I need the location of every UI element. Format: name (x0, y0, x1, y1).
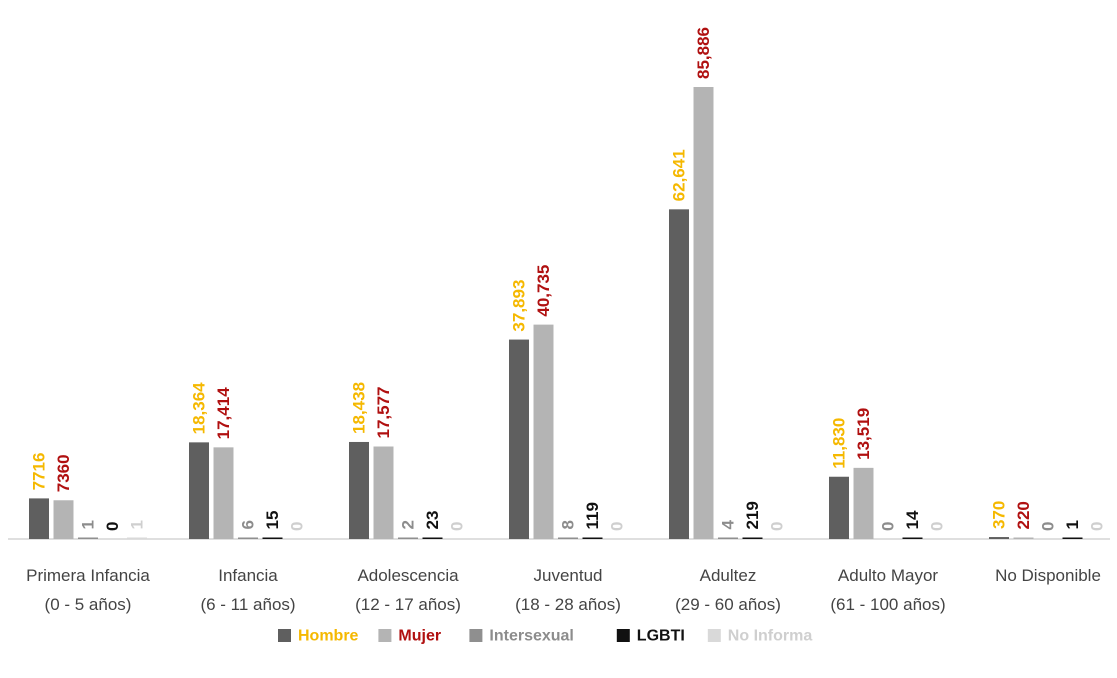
bar-intersexual-0 (78, 537, 98, 539)
value-label: 0 (448, 522, 467, 531)
bar-intersexual-4 (718, 537, 738, 539)
value-label: 0 (1039, 522, 1058, 531)
category-label: (18 - 28 años) (515, 595, 621, 614)
legend-entry: Intersexual (489, 628, 573, 645)
bar-lgbti-5 (902, 537, 923, 539)
bar-hombre-4 (669, 209, 689, 539)
value-label: 8 (559, 520, 578, 529)
bar-lgbti-6 (1062, 537, 1083, 539)
value-label: 7360 (54, 454, 73, 492)
category-label: Infancia (218, 566, 278, 585)
bar-lgbti-4 (742, 537, 763, 539)
value-label: 119 (583, 502, 602, 529)
bar-hombre-5 (829, 476, 849, 539)
legend-entry: Mujer (398, 628, 441, 645)
legend-swatch (469, 629, 483, 642)
category-label: Primera Infancia (26, 566, 150, 585)
value-label: 18,364 (190, 382, 209, 435)
bar-hombre-2 (349, 441, 369, 539)
legend-entry: Hombre (298, 628, 359, 645)
legend-swatch (378, 629, 392, 642)
bar-no-informa-0 (127, 537, 147, 539)
value-label: 0 (928, 522, 947, 531)
value-label: 18,438 (350, 382, 369, 434)
bar-lgbti-2 (422, 537, 443, 539)
value-label: 62,641 (670, 149, 689, 201)
value-label: 13,519 (854, 408, 873, 460)
value-label: 23 (423, 511, 442, 530)
value-label: 85,886 (694, 27, 713, 79)
bar-mujer-4 (693, 87, 714, 539)
value-label: 4 (719, 520, 738, 530)
category-labels-layer: Primera Infancia (0 - 5 años) Infancia (6 -… (26, 566, 1101, 614)
category-label: Juventud (534, 566, 603, 585)
value-label: 17,414 (214, 387, 233, 440)
category-label: Adultez (700, 566, 757, 585)
value-label: 0 (103, 522, 122, 531)
bars-layer (29, 87, 1083, 539)
category-label: (12 - 17 años) (355, 595, 461, 614)
value-label: 11,830 (830, 418, 849, 469)
bar-hombre-6 (989, 537, 1009, 539)
value-label: 0 (608, 522, 627, 531)
value-label: 40,735 (534, 265, 553, 317)
value-label: 6 (239, 520, 258, 529)
legend-swatch (616, 629, 630, 642)
bar-mujer-6 (1013, 537, 1034, 539)
category-label: (6 - 11 años) (200, 595, 295, 614)
bar-lgbti-3 (582, 537, 603, 539)
bar-hombre-3 (509, 339, 529, 539)
legend-swatch (707, 629, 721, 642)
bar-lgbti-1 (262, 537, 283, 539)
value-label: 0 (1088, 522, 1107, 531)
value-label: 0 (879, 522, 898, 531)
value-label: 1 (1063, 520, 1082, 529)
legend: Hombre Mujer Intersexual LGBTI No Informa (278, 628, 812, 645)
bar-mujer-3 (533, 324, 554, 539)
category-label: Adolescencia (357, 566, 459, 585)
value-label: 0 (288, 522, 307, 531)
legend-entry: No Informa (728, 628, 813, 645)
value-label: 37,893 (510, 280, 529, 332)
value-label: 14 (903, 510, 922, 529)
value-label: 370 (990, 501, 1009, 529)
value-label: 17,577 (374, 386, 393, 438)
value-label: 7716 (30, 453, 49, 491)
value-label: 15 (263, 511, 282, 530)
bar-mujer-5 (853, 467, 874, 539)
value-label: 2 (399, 520, 418, 529)
category-label: Adulto Mayor (838, 566, 938, 585)
bar-intersexual-2 (398, 537, 418, 539)
legend-swatch (278, 629, 291, 642)
bar-mujer-2 (373, 446, 394, 539)
value-label: 220 (1014, 501, 1033, 529)
legend-entry: LGBTI (637, 628, 685, 645)
value-label: 1 (79, 520, 98, 529)
bar-hombre-0 (29, 498, 49, 539)
bar-intersexual-1 (238, 537, 258, 539)
bar-mujer-1 (213, 447, 234, 539)
bar-hombre-1 (189, 442, 209, 539)
value-label: 219 (743, 501, 762, 529)
bar-mujer-0 (53, 500, 74, 539)
category-label: (61 - 100 años) (830, 595, 945, 614)
category-label: No Disponible (995, 566, 1101, 585)
category-label: (29 - 60 años) (675, 595, 781, 614)
value-label: 0 (768, 522, 787, 531)
value-label: 1 (128, 520, 147, 529)
category-label: (0 - 5 años) (45, 595, 132, 614)
bar-intersexual-3 (558, 537, 578, 539)
